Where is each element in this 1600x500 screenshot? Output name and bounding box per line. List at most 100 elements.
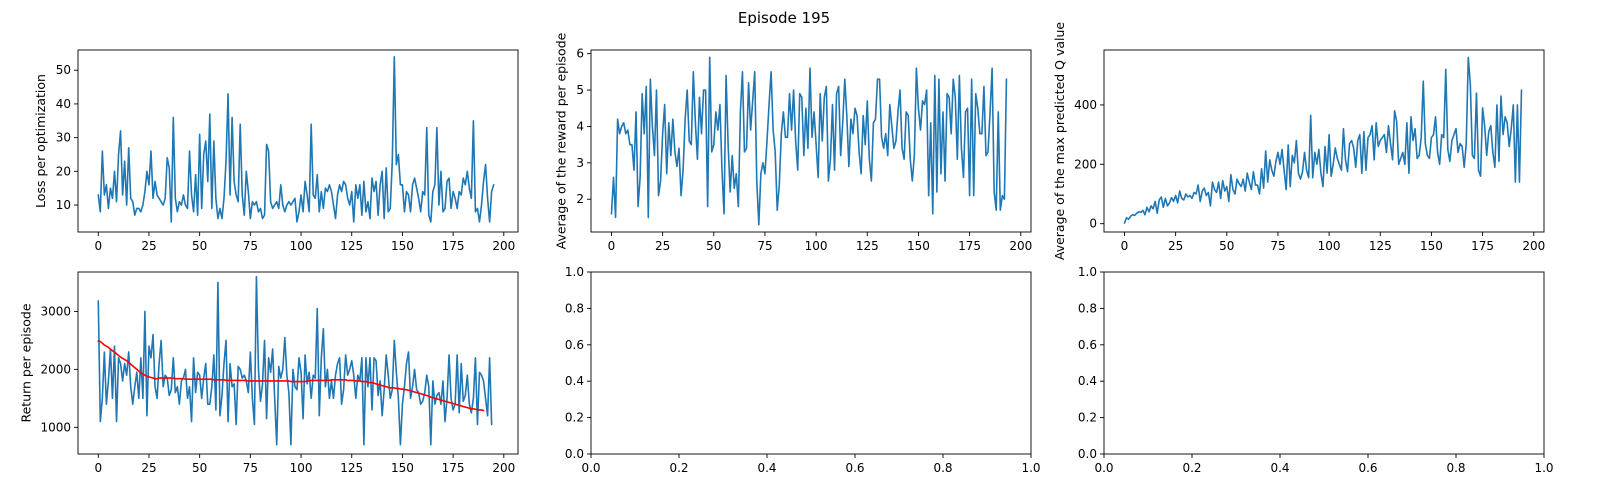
y-tick-label-loss-3: 40 bbox=[56, 97, 71, 111]
y-tick-label-qvalue-0: 0 bbox=[1089, 217, 1097, 231]
series-line-return-0 bbox=[97, 275, 493, 446]
x-tick-label-empty2-3: 0.6 bbox=[1358, 461, 1377, 475]
y-axis-label-reward: Average of the reward per episode bbox=[554, 32, 569, 249]
y-tick-label-empty1-3: 0.6 bbox=[565, 338, 584, 352]
x-tick-label-return-1: 25 bbox=[141, 461, 156, 475]
axes-frame-empty2 bbox=[1103, 271, 1545, 455]
y-tick-label-loss-0: 10 bbox=[56, 198, 71, 212]
subplot-empty1: 0.0 0.2 0.4 0.6 0.8 1.0 0.0 0.2 0.4 0.6 0.8 1.0 bbox=[565, 265, 1041, 475]
x-tick-label-qvalue-0: 0 bbox=[1121, 239, 1129, 253]
y-tick-label-reward-3: 5 bbox=[576, 83, 584, 97]
x-tick-label-empty1-5: 1.0 bbox=[1021, 461, 1040, 475]
x-tick-label-loss-4: 100 bbox=[290, 239, 313, 253]
series-line-return-1 bbox=[97, 340, 485, 412]
x-tick-label-empty2-1: 0.2 bbox=[1182, 461, 1201, 475]
y-tick-label-reward-2: 4 bbox=[576, 119, 584, 133]
x-tick-label-loss-0: 0 bbox=[94, 239, 102, 253]
x-tick-label-return-5: 125 bbox=[340, 461, 363, 475]
x-tick-label-reward-4: 100 bbox=[805, 239, 828, 253]
x-tick-label-empty2-4: 0.8 bbox=[1446, 461, 1465, 475]
y-tick-label-qvalue-2: 400 bbox=[1074, 98, 1097, 112]
x-tick-label-return-2: 50 bbox=[192, 461, 207, 475]
x-tick-label-empty2-2: 0.4 bbox=[1270, 461, 1289, 475]
series-line-qvalue-0 bbox=[1123, 56, 1523, 224]
y-tick-label-empty1-1: 0.2 bbox=[565, 411, 584, 425]
subplot-qvalue: 0 25 50 75 100 125 150 175 200 0 200 400 Average of … bbox=[1052, 22, 1545, 261]
axes-frame-empty1 bbox=[590, 271, 1032, 455]
x-tick-label-qvalue-3: 75 bbox=[1270, 239, 1285, 253]
y-axis-label-return: Return per episode bbox=[18, 303, 33, 422]
x-tick-label-loss-2: 50 bbox=[192, 239, 207, 253]
axes-frame-reward bbox=[590, 49, 1032, 233]
x-tick-label-qvalue-7: 175 bbox=[1471, 239, 1494, 253]
y-tick-label-return-2: 3000 bbox=[40, 304, 71, 318]
y-tick-label-empty1-5: 1.0 bbox=[565, 265, 584, 279]
x-tick-label-reward-0: 0 bbox=[608, 239, 616, 253]
axes-frame-qvalue bbox=[1103, 49, 1545, 233]
x-tick-label-loss-6: 150 bbox=[391, 239, 414, 253]
x-tick-label-empty1-3: 0.6 bbox=[845, 461, 864, 475]
axes-frame-return bbox=[77, 271, 519, 455]
y-tick-label-loss-4: 50 bbox=[56, 63, 71, 77]
x-tick-label-qvalue-8: 200 bbox=[1522, 239, 1545, 253]
x-tick-label-empty2-5: 1.0 bbox=[1534, 461, 1553, 475]
x-tick-label-qvalue-5: 125 bbox=[1369, 239, 1392, 253]
y-axis-label-loss: Loss per optimization bbox=[33, 74, 48, 208]
y-tick-label-qvalue-1: 200 bbox=[1074, 157, 1097, 171]
x-tick-label-return-4: 100 bbox=[290, 461, 313, 475]
x-tick-label-reward-2: 50 bbox=[706, 239, 721, 253]
x-tick-label-return-8: 200 bbox=[492, 461, 515, 475]
y-tick-label-return-1: 2000 bbox=[40, 362, 71, 376]
y-tick-label-empty2-4: 0.8 bbox=[1078, 301, 1097, 315]
axes-frame-loss bbox=[77, 49, 519, 233]
x-tick-label-empty1-2: 0.4 bbox=[757, 461, 776, 475]
y-tick-label-empty2-3: 0.6 bbox=[1078, 338, 1097, 352]
x-tick-label-return-0: 0 bbox=[94, 461, 102, 475]
subplot-return: 0 25 50 75 100 125 150 175 200 1000 2000 3000 Return… bbox=[18, 271, 519, 475]
series-line-loss-0 bbox=[97, 55, 495, 223]
y-tick-label-empty2-5: 1.0 bbox=[1078, 265, 1097, 279]
series-line-reward-0 bbox=[610, 56, 1008, 226]
y-tick-label-empty1-2: 0.4 bbox=[565, 374, 584, 388]
x-tick-label-loss-3: 75 bbox=[243, 239, 258, 253]
x-tick-label-qvalue-2: 50 bbox=[1219, 239, 1234, 253]
x-tick-label-qvalue-6: 150 bbox=[1420, 239, 1443, 253]
x-tick-label-loss-1: 25 bbox=[141, 239, 156, 253]
x-tick-label-empty1-4: 0.8 bbox=[933, 461, 952, 475]
x-tick-label-loss-8: 200 bbox=[492, 239, 515, 253]
x-tick-label-loss-7: 175 bbox=[442, 239, 465, 253]
x-tick-label-reward-1: 25 bbox=[655, 239, 670, 253]
x-tick-label-reward-5: 125 bbox=[856, 239, 879, 253]
x-tick-label-qvalue-4: 100 bbox=[1318, 239, 1341, 253]
y-tick-label-empty1-4: 0.8 bbox=[565, 301, 584, 315]
x-tick-label-empty1-1: 0.2 bbox=[669, 461, 688, 475]
y-tick-label-loss-1: 20 bbox=[56, 164, 71, 178]
figure-title: Episode 195 bbox=[738, 9, 830, 27]
x-tick-label-return-7: 175 bbox=[442, 461, 465, 475]
y-tick-label-reward-4: 6 bbox=[576, 47, 584, 61]
x-tick-label-qvalue-1: 25 bbox=[1168, 239, 1183, 253]
x-tick-label-reward-3: 75 bbox=[757, 239, 772, 253]
y-tick-label-loss-2: 30 bbox=[56, 131, 71, 145]
y-axis-label-qvalue: Average of the max predicted Q value bbox=[1052, 22, 1067, 261]
x-tick-label-empty1-0: 0.0 bbox=[581, 461, 600, 475]
subplot-empty2: 0.0 0.2 0.4 0.6 0.8 1.0 0.0 0.2 0.4 0.6 0.8 1.0 bbox=[1078, 265, 1554, 475]
x-tick-label-empty2-0: 0.0 bbox=[1094, 461, 1113, 475]
y-tick-label-empty2-0: 0.0 bbox=[1078, 447, 1097, 461]
y-tick-label-return-0: 1000 bbox=[40, 420, 71, 434]
x-tick-label-reward-8: 200 bbox=[1009, 239, 1032, 253]
x-tick-label-return-6: 150 bbox=[391, 461, 414, 475]
y-tick-label-empty2-1: 0.2 bbox=[1078, 411, 1097, 425]
subplot-loss: 0 25 50 75 100 125 150 175 200 10 20 30 40 50 Loss per… bbox=[33, 49, 519, 253]
y-tick-label-reward-1: 3 bbox=[576, 156, 584, 170]
y-tick-label-empty2-2: 0.4 bbox=[1078, 374, 1097, 388]
subplot-reward: 0 25 50 75 100 125 150 175 200 2 3 4 5 6 Average of th… bbox=[554, 32, 1033, 253]
x-tick-label-reward-7: 175 bbox=[958, 239, 981, 253]
y-tick-label-reward-0: 2 bbox=[576, 192, 584, 206]
x-tick-label-reward-6: 150 bbox=[907, 239, 930, 253]
x-tick-label-return-3: 75 bbox=[243, 461, 258, 475]
x-tick-label-loss-5: 125 bbox=[340, 239, 363, 253]
